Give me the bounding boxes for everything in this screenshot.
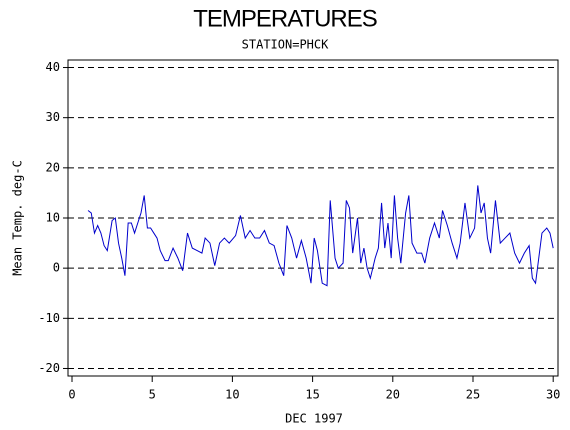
x-tick-label: 25 (466, 388, 480, 402)
x-tick-label: 5 (149, 388, 156, 402)
y-tick-label: 0 (53, 261, 60, 275)
data-line (87, 185, 554, 287)
chart-subtitle: STATION=PHCK (242, 38, 329, 52)
x-axis-label: DEC 1997 (285, 412, 343, 426)
x-tick-label: 15 (305, 388, 319, 402)
x-tick-label: 10 (225, 388, 239, 402)
x-tick-label: 20 (386, 388, 400, 402)
x-tick-label: 0 (68, 388, 75, 402)
y-tick-label: -10 (38, 311, 60, 325)
x-tick-label: 30 (546, 388, 560, 402)
y-tick-label: 20 (46, 160, 60, 174)
y-tick-label: 30 (46, 110, 60, 124)
chart-title: TEMPERATURES (193, 5, 377, 32)
y-tick-label: 40 (46, 60, 60, 74)
y-tick-label: 10 (46, 211, 60, 225)
y-tick-label: -20 (38, 361, 60, 375)
y-axis-label: Mean Temp. deg-C (11, 160, 25, 276)
